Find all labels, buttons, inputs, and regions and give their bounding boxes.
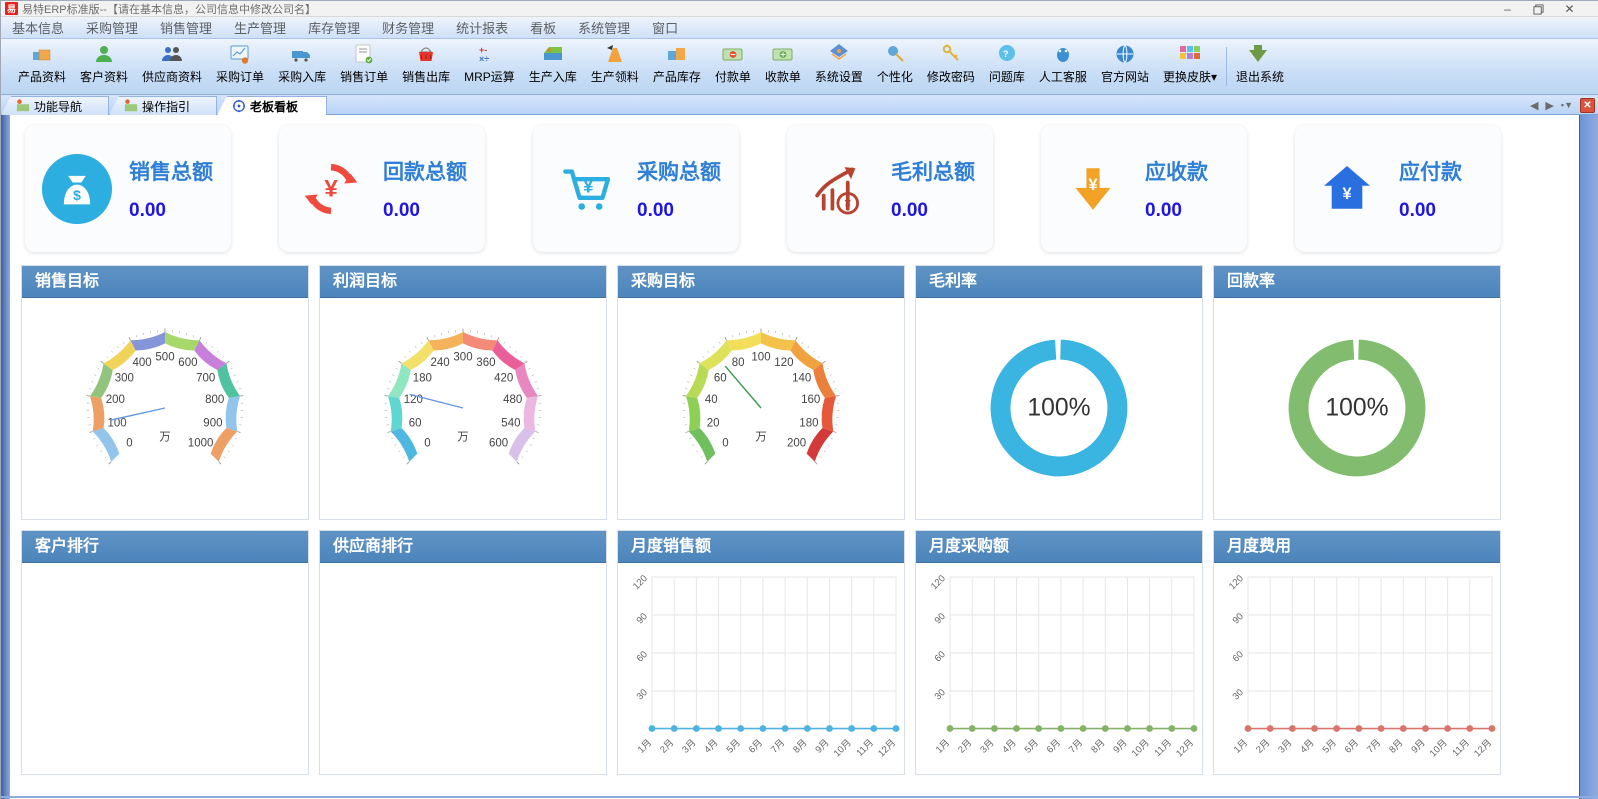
svg-text:100%: 100% bbox=[1027, 395, 1090, 422]
svg-text:100%: 100% bbox=[1325, 395, 1388, 422]
svg-text:1月: 1月 bbox=[1232, 737, 1250, 755]
svg-text:180: 180 bbox=[413, 372, 432, 384]
svg-text:6月: 6月 bbox=[747, 737, 765, 755]
svg-text:5月: 5月 bbox=[1321, 737, 1339, 755]
svg-text:2月: 2月 bbox=[956, 737, 974, 755]
svg-text:10月: 10月 bbox=[832, 737, 854, 759]
svg-text:60: 60 bbox=[714, 372, 727, 384]
svg-text:6月: 6月 bbox=[1343, 737, 1361, 755]
svg-text:300: 300 bbox=[453, 352, 472, 364]
svg-text:3月: 3月 bbox=[680, 737, 698, 755]
svg-text:0: 0 bbox=[424, 438, 430, 450]
svg-text:8月: 8月 bbox=[791, 737, 809, 755]
svg-text:?: ? bbox=[1003, 49, 1009, 59]
svg-text:3月: 3月 bbox=[978, 737, 996, 755]
svg-text:800: 800 bbox=[205, 394, 224, 406]
svg-text:3月: 3月 bbox=[1276, 737, 1294, 755]
svg-text:6月: 6月 bbox=[1045, 737, 1063, 755]
svg-text:700: 700 bbox=[196, 372, 215, 384]
svg-text:2月: 2月 bbox=[658, 737, 676, 755]
svg-text:4月: 4月 bbox=[1000, 737, 1018, 755]
svg-text:90: 90 bbox=[635, 611, 650, 626]
svg-text:1000: 1000 bbox=[188, 438, 214, 450]
svg-text:万: 万 bbox=[755, 431, 767, 443]
svg-text:60: 60 bbox=[1231, 649, 1246, 664]
svg-text:480: 480 bbox=[503, 394, 522, 406]
svg-text:万: 万 bbox=[457, 431, 469, 443]
svg-text:¥: ¥ bbox=[1088, 176, 1098, 194]
svg-text:4月: 4月 bbox=[1298, 737, 1316, 755]
svg-text:¥: ¥ bbox=[845, 198, 852, 210]
svg-text:12月: 12月 bbox=[1174, 737, 1196, 759]
svg-text:30: 30 bbox=[933, 687, 948, 702]
svg-text:60: 60 bbox=[933, 649, 948, 664]
svg-text:9月: 9月 bbox=[1409, 737, 1427, 755]
svg-text:180: 180 bbox=[799, 418, 818, 430]
svg-text:100: 100 bbox=[108, 418, 127, 430]
svg-text:5月: 5月 bbox=[725, 737, 743, 755]
svg-text:10月: 10月 bbox=[1428, 737, 1450, 759]
svg-text:360: 360 bbox=[476, 357, 495, 369]
svg-text:12月: 12月 bbox=[876, 737, 898, 759]
svg-text:8月: 8月 bbox=[1387, 737, 1405, 755]
svg-text:0: 0 bbox=[126, 438, 132, 450]
svg-text:240: 240 bbox=[431, 357, 450, 369]
svg-text:140: 140 bbox=[792, 372, 811, 384]
svg-text:420: 420 bbox=[494, 372, 513, 384]
svg-text:100: 100 bbox=[751, 352, 770, 364]
svg-text:60: 60 bbox=[409, 418, 422, 430]
svg-text:1月: 1月 bbox=[934, 737, 952, 755]
svg-text:600: 600 bbox=[489, 438, 508, 450]
svg-text:500: 500 bbox=[155, 352, 174, 364]
svg-text:11月: 11月 bbox=[854, 737, 875, 758]
svg-text:4月: 4月 bbox=[702, 737, 720, 755]
svg-text:11月: 11月 bbox=[1152, 737, 1173, 758]
svg-text:400: 400 bbox=[133, 357, 152, 369]
svg-text:200: 200 bbox=[106, 394, 125, 406]
svg-text:2月: 2月 bbox=[1254, 737, 1272, 755]
svg-text:9月: 9月 bbox=[813, 737, 831, 755]
svg-text:9月: 9月 bbox=[1111, 737, 1129, 755]
svg-text:200: 200 bbox=[787, 438, 806, 450]
svg-text:540: 540 bbox=[501, 418, 520, 430]
svg-text:11月: 11月 bbox=[1450, 737, 1471, 758]
svg-text:5月: 5月 bbox=[1023, 737, 1041, 755]
svg-text:300: 300 bbox=[115, 372, 134, 384]
svg-text:万: 万 bbox=[159, 431, 171, 443]
svg-text:120: 120 bbox=[631, 573, 650, 592]
svg-text:120: 120 bbox=[774, 357, 793, 369]
svg-text:12月: 12月 bbox=[1472, 737, 1494, 759]
svg-text:0: 0 bbox=[722, 438, 728, 450]
svg-text:¥: ¥ bbox=[583, 175, 594, 196]
svg-text:30: 30 bbox=[1231, 687, 1246, 702]
svg-text:20: 20 bbox=[707, 418, 720, 430]
svg-text:1月: 1月 bbox=[636, 737, 654, 755]
svg-text:900: 900 bbox=[203, 418, 222, 430]
svg-text:¥: ¥ bbox=[324, 175, 338, 202]
svg-text:40: 40 bbox=[705, 394, 718, 406]
svg-text:7月: 7月 bbox=[769, 737, 787, 755]
svg-text:8月: 8月 bbox=[1089, 737, 1107, 755]
svg-text:160: 160 bbox=[801, 394, 820, 406]
svg-text:$: $ bbox=[73, 187, 81, 203]
svg-text:600: 600 bbox=[178, 357, 197, 369]
svg-text:30: 30 bbox=[635, 687, 650, 702]
svg-text:90: 90 bbox=[933, 611, 948, 626]
svg-text:120: 120 bbox=[929, 573, 948, 592]
svg-text:7月: 7月 bbox=[1067, 737, 1085, 755]
svg-text:60: 60 bbox=[635, 649, 650, 664]
svg-text:90: 90 bbox=[1231, 611, 1246, 626]
svg-text:×÷: ×÷ bbox=[479, 54, 489, 64]
svg-text:80: 80 bbox=[732, 357, 745, 369]
svg-text:10月: 10月 bbox=[1130, 737, 1152, 759]
svg-text:120: 120 bbox=[1227, 573, 1246, 592]
svg-text:¥: ¥ bbox=[1342, 184, 1352, 202]
svg-text:7月: 7月 bbox=[1365, 737, 1383, 755]
